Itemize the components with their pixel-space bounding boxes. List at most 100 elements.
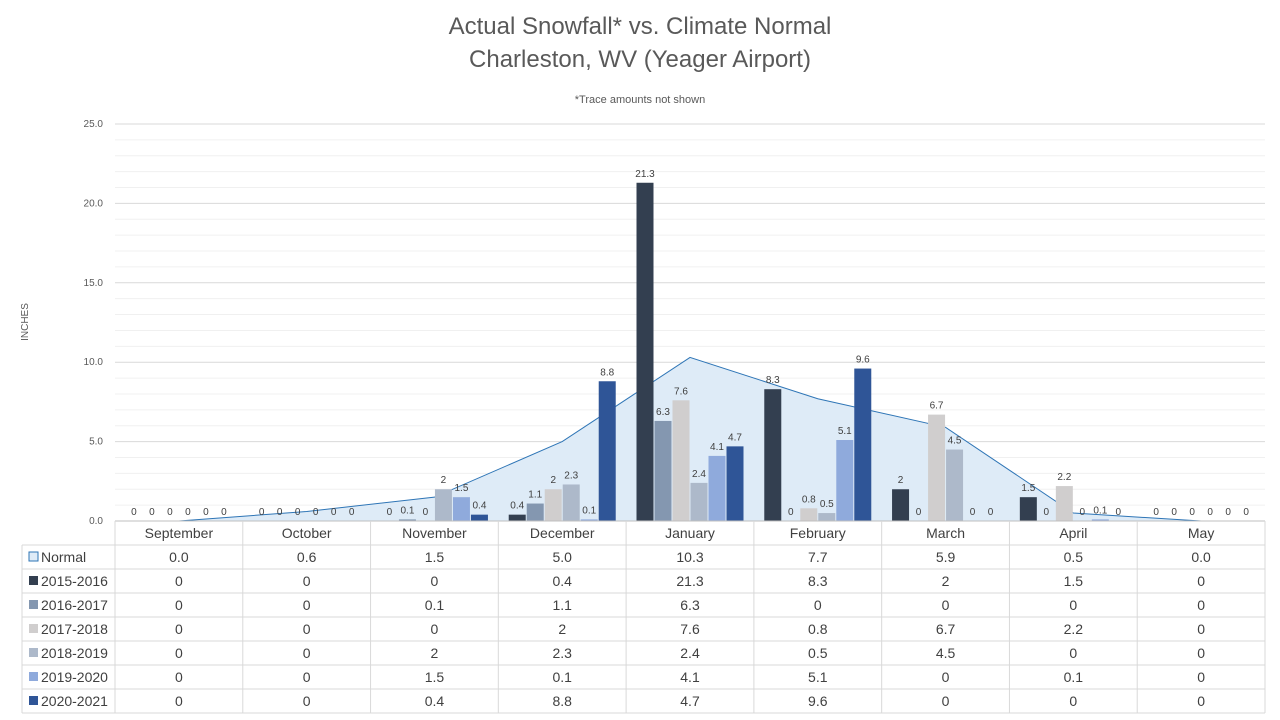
table-cell: 8.3: [808, 573, 828, 589]
data-label: 0: [1207, 507, 1213, 518]
data-label: 2: [898, 475, 904, 486]
table-cell: 2.4: [680, 645, 700, 661]
table-cell: 0: [1197, 645, 1205, 661]
table-cell: 4.7: [680, 693, 700, 709]
data-label: 0: [259, 507, 265, 518]
table-cell: 0: [303, 573, 311, 589]
table-cell: 0: [175, 645, 183, 661]
category-label: November: [402, 525, 467, 541]
data-label: 8.3: [766, 375, 780, 386]
bar-2018-2019-January: [690, 482, 708, 521]
data-label: 9.6: [856, 355, 870, 366]
table-cell: 0: [1197, 597, 1205, 613]
table-cell: 0: [1197, 693, 1205, 709]
data-label: 0: [167, 507, 173, 518]
data-label: 1.5: [1021, 483, 1035, 494]
data-label: 0: [1243, 507, 1249, 518]
bar-2016-2017-December: [526, 503, 544, 521]
bar-2018-2019-March: [946, 449, 964, 521]
data-label: 0: [1153, 507, 1159, 518]
y-tick-label: 0.0: [89, 516, 103, 527]
bar-2015-2016-April: [1019, 497, 1037, 521]
bar-2017-2018-April: [1055, 486, 1073, 521]
legend-key: [28, 551, 39, 562]
table-cell: 0.5: [1064, 549, 1084, 565]
data-label: 0: [221, 507, 227, 518]
table-cell: 0.1: [552, 669, 572, 685]
table-cell: 0.6: [297, 549, 317, 565]
table-cell: 0: [1197, 573, 1205, 589]
bar-2018-2019-December: [562, 484, 580, 521]
table-cell: 5.0: [552, 549, 572, 565]
table-cell: 0: [303, 693, 311, 709]
data-label: 4.1: [710, 442, 724, 453]
data-label: 0: [970, 507, 976, 518]
data-label: 0: [349, 507, 355, 518]
chart-subtitle: *Trace amounts not shown: [575, 94, 705, 106]
data-label: 8.8: [600, 367, 614, 378]
data-label: 0.1: [582, 505, 596, 516]
category-label: February: [790, 525, 846, 541]
table-cell: 10.3: [676, 549, 703, 565]
table-cell: 0: [303, 645, 311, 661]
data-label: 0.8: [802, 494, 816, 505]
category-label: May: [1188, 525, 1214, 541]
bar-2019-2020-January: [708, 455, 726, 521]
legend-entry: 2016-2017: [41, 597, 108, 613]
table-cell: 0.5: [808, 645, 828, 661]
table-cell: 7.6: [680, 621, 700, 637]
legend-entry: Normal: [41, 549, 86, 565]
table-cell: 2.2: [1064, 621, 1084, 637]
table-cell: 0: [175, 573, 183, 589]
data-label: 0: [1189, 507, 1195, 518]
table-cell: 0: [431, 621, 439, 637]
bar-2015-2016-February: [764, 389, 782, 521]
data-label: 0: [387, 507, 393, 518]
table-cell: 4.1: [680, 669, 700, 685]
table-cell: 1.5: [425, 669, 445, 685]
data-label: 1.1: [528, 490, 542, 501]
bar-2016-2017-January: [654, 420, 672, 521]
data-label: 2.4: [692, 469, 706, 480]
table-cell: 0: [1197, 669, 1205, 685]
table-cell: 6.7: [936, 621, 956, 637]
table-cell: 2: [558, 621, 566, 637]
table-cell: 0: [175, 621, 183, 637]
y-axis-label: INCHES: [20, 303, 31, 341]
table-cell: 0: [1069, 597, 1077, 613]
table-cell: 0: [814, 597, 822, 613]
table-cell: 1.1: [552, 597, 572, 613]
table-cell: 0: [303, 621, 311, 637]
table-cell: 1.5: [1064, 573, 1084, 589]
bar-2018-2019-November: [434, 489, 452, 521]
table-cell: 5.9: [936, 549, 956, 565]
data-label: 21.3: [635, 169, 655, 180]
bar-2020-2021-December: [598, 381, 616, 521]
category-label: March: [926, 525, 965, 541]
table-cell: 8.8: [552, 693, 572, 709]
category-label: October: [282, 525, 332, 541]
bar-2015-2016-March: [892, 489, 910, 521]
table-cell: 0.0: [169, 549, 189, 565]
table-cell: 0: [175, 669, 183, 685]
data-label: 0: [313, 507, 319, 518]
data-label: 0: [423, 507, 429, 518]
bar-2020-2021-January: [726, 446, 744, 521]
category-label: September: [145, 525, 214, 541]
data-label: 0.4: [472, 501, 486, 512]
table-cell: 2: [942, 573, 950, 589]
table-cell: 0: [303, 597, 311, 613]
data-label: 2: [550, 475, 556, 486]
data-label: 0: [203, 507, 209, 518]
bar-2017-2018-February: [800, 508, 818, 521]
bar-2019-2020-November: [452, 497, 470, 521]
legend-entry: 2018-2019: [41, 645, 108, 661]
data-label: 2.2: [1057, 472, 1071, 483]
table-cell: 0: [175, 693, 183, 709]
data-label: 0: [185, 507, 191, 518]
bar-2019-2020-December: [580, 519, 598, 521]
data-label: 6.7: [930, 401, 944, 412]
data-label: 0.5: [820, 499, 834, 510]
legend-entry: 2015-2016: [41, 573, 108, 589]
